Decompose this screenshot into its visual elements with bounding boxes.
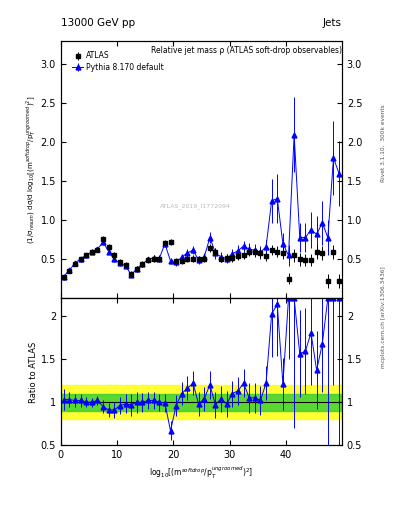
Text: mcplots.cern.ch [arXiv:1306.3436]: mcplots.cern.ch [arXiv:1306.3436] bbox=[381, 267, 386, 368]
X-axis label: log$_{10}$[(m$^{soft drop}$/p$_T^{ungroomed}$)$^2$]: log$_{10}$[(m$^{soft drop}$/p$_T^{ungroo… bbox=[149, 464, 253, 481]
Text: ATLAS_2019_I1772094: ATLAS_2019_I1772094 bbox=[160, 203, 231, 208]
Y-axis label: Ratio to ATLAS: Ratio to ATLAS bbox=[29, 342, 38, 402]
Y-axis label: (1/σ$_{resum}$) dσ/d log$_{10}$[(m$^{soft drop}$/p$_T^{ungroomed}$)$^2$]: (1/σ$_{resum}$) dσ/d log$_{10}$[(m$^{sof… bbox=[25, 96, 38, 244]
Text: Rivet 3.1.10,  300k events: Rivet 3.1.10, 300k events bbox=[381, 104, 386, 182]
Text: Jets: Jets bbox=[323, 18, 342, 28]
Text: 13000 GeV pp: 13000 GeV pp bbox=[61, 18, 135, 28]
Legend: ATLAS, Pythia 8.170 default: ATLAS, Pythia 8.170 default bbox=[70, 50, 166, 73]
Text: Relative jet mass ρ (ATLAS soft-drop observables): Relative jet mass ρ (ATLAS soft-drop obs… bbox=[151, 46, 342, 55]
